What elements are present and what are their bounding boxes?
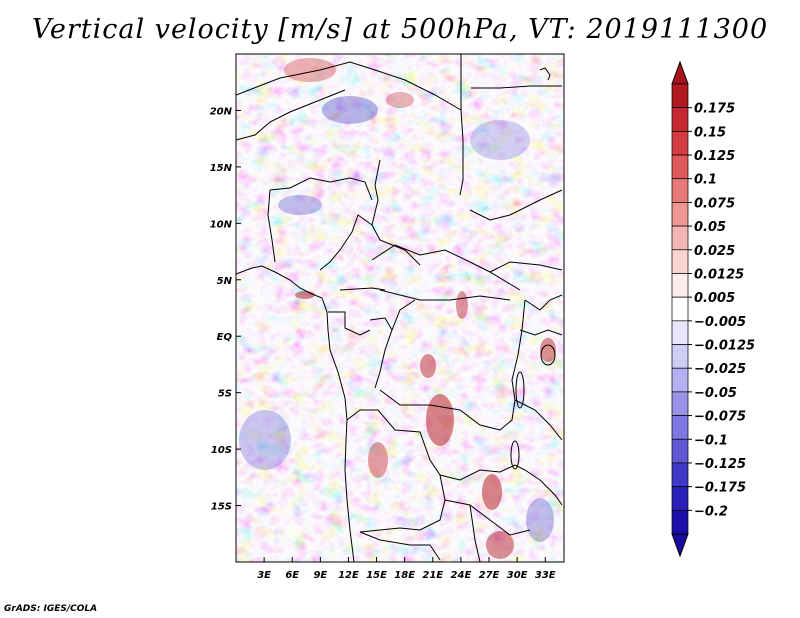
colorbar-swatch	[671, 131, 689, 156]
colorbar-label: −0.025	[694, 362, 746, 377]
x-tick-label: 15E	[366, 570, 387, 581]
map-frame	[235, 53, 565, 563]
y-tick-label: 5S	[218, 389, 232, 400]
colorbar-swatch	[671, 415, 689, 440]
colorbar-label: −0.125	[694, 457, 746, 472]
colorbar-label: −0.2	[694, 504, 728, 519]
colorbar-swatch	[671, 320, 689, 345]
colorbar-label: −0.075	[694, 410, 746, 425]
colorbar-bottom-arrow	[671, 533, 689, 558]
colorbar-swatch	[671, 486, 689, 511]
colorbar-swatch	[671, 344, 689, 369]
x-tick-label: 18E	[394, 570, 415, 581]
x-tick-label: 3E	[257, 570, 271, 581]
colorbar-label: 0.15	[694, 125, 726, 140]
colorbar-label: −0.175	[694, 481, 746, 496]
colorbar-swatch	[671, 273, 689, 298]
y-tick-label: 5N	[217, 276, 233, 287]
colorbar-top-arrow	[671, 60, 689, 85]
colorbar-label: 0.075	[694, 196, 735, 211]
colorbar-swatch	[671, 509, 689, 535]
y-tick-label: 10N	[210, 219, 233, 230]
colorbar-label: 0.025	[694, 244, 735, 259]
colorbar-label: 0.0125	[694, 267, 744, 282]
grads-credit: GrADS: IGES/COLA	[4, 604, 98, 614]
colorbar-swatch	[671, 391, 689, 416]
colorbar-swatch	[671, 296, 689, 322]
colorbar-swatch	[671, 202, 689, 227]
x-tick-label: 12E	[338, 570, 359, 581]
colorbar-swatch	[671, 225, 689, 251]
colorbar-swatch	[671, 438, 689, 464]
velocity-field	[236, 54, 564, 562]
y-tick-label: 15N	[210, 163, 233, 174]
colorbar-swatch	[671, 154, 689, 180]
colorbar-swatch	[671, 83, 689, 109]
x-axis: 3E 6E 9E 12E 15E 18E 21E 24E 27E 30E 33E	[257, 557, 556, 581]
colorbar-swatch	[671, 462, 689, 487]
strong-updraft-cells	[284, 58, 556, 559]
x-tick-label: 27E	[479, 570, 500, 581]
colorbar-label: −0.05	[694, 386, 737, 401]
colorbar-label: 0.175	[694, 102, 735, 117]
colorbar-label: 0.05	[694, 220, 726, 235]
y-tick-label: 15S	[211, 502, 232, 513]
x-tick-label: 33E	[535, 570, 556, 581]
political-boundaries	[236, 54, 563, 562]
colorbar-swatch	[671, 249, 689, 274]
colorbar-label: 0.1	[694, 173, 717, 188]
colorbar-swatch	[671, 107, 689, 132]
colorbar-swatch	[671, 367, 689, 393]
colorbar: 0.175 0.15 0.125 0.1 0.075 0.05 0.025 0.0125 0.0…	[671, 60, 755, 558]
y-tick-label: 10S	[211, 445, 232, 456]
y-axis: 20N 15N 10N 5N EQ 5S 10S 15S	[210, 106, 241, 513]
colorbar-label: −0.1	[694, 433, 728, 448]
colorbar-label: −0.005	[694, 315, 746, 330]
plot-title: Vertical velocity [m/s] at 500hPa, VT: 2…	[31, 14, 769, 45]
y-tick-label: EQ	[217, 332, 233, 343]
x-tick-label: 9E	[313, 570, 327, 581]
y-tick-label: 20N	[210, 106, 233, 117]
x-tick-label: 6E	[285, 570, 299, 581]
strong-downdraft-cells	[239, 96, 554, 542]
colorbar-label: 0.005	[694, 291, 735, 306]
x-tick-label: 30E	[507, 570, 528, 581]
colorbar-label: 0.125	[694, 149, 735, 164]
colorbar-label: −0.0125	[694, 339, 755, 354]
x-tick-label: 21E	[422, 570, 443, 581]
colorbar-swatch	[671, 178, 689, 203]
x-tick-label: 24E	[451, 570, 472, 581]
